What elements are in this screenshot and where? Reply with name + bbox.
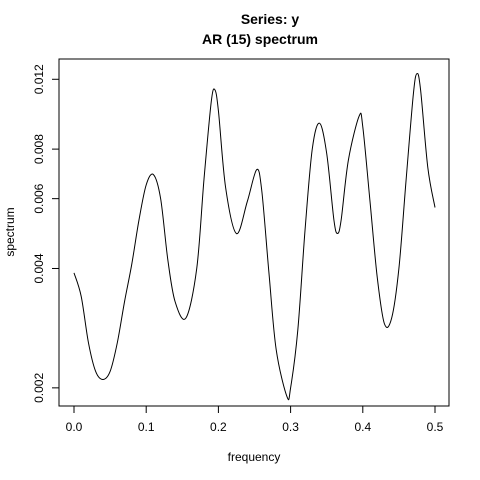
y-tick-label: 0.004 (32, 253, 46, 283)
spectrum-line (73, 72, 436, 401)
y-axis: 0.002 0.004 0.006 0.008 0.012 (32, 64, 60, 403)
y-tick-label: 0.012 (32, 64, 46, 94)
x-tick-label: 0.1 (138, 420, 155, 434)
y-tick-label: 0.008 (32, 134, 46, 164)
x-tick-label: 0.3 (282, 420, 299, 434)
y-tick-label: 0.002 (32, 373, 46, 403)
chart-title: Series: y (241, 11, 300, 27)
x-tick-label: 0.2 (210, 420, 227, 434)
x-tick-label: 0.5 (427, 420, 444, 434)
x-tick-label: 0.4 (354, 420, 371, 434)
y-tick-label: 0.006 (32, 183, 46, 213)
plot-frame (58, 58, 450, 407)
x-axis: 0.0 0.1 0.2 0.3 0.4 0.5 (66, 405, 444, 434)
x-tick-label: 0.0 (66, 420, 83, 434)
chart-subtitle: AR (15) spectrum (202, 31, 318, 47)
x-axis-label: frequency (228, 450, 281, 464)
y-axis-label: spectrum (3, 207, 17, 256)
